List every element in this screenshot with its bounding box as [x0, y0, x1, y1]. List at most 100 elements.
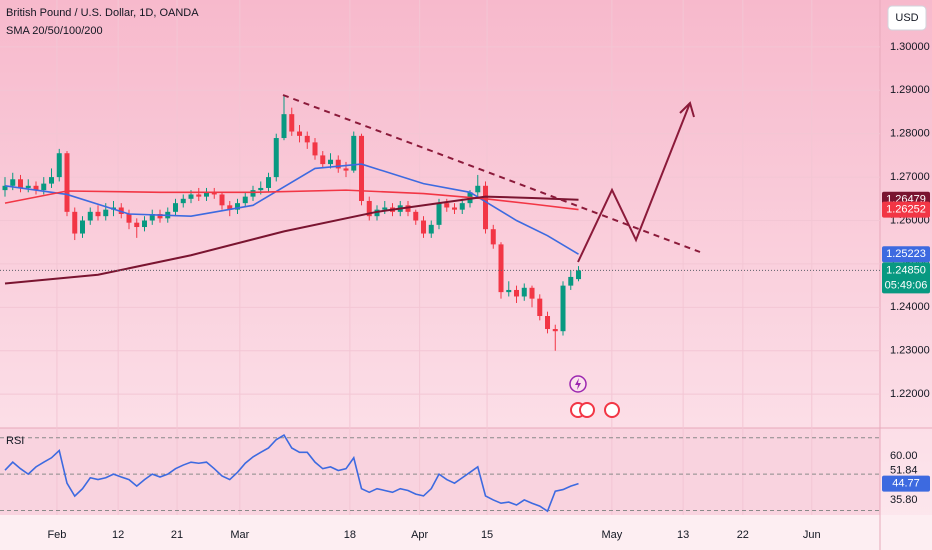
trend-line — [282, 94, 701, 253]
time-axis — [0, 515, 932, 550]
candle-body — [188, 194, 194, 199]
x-tick-label: Jun — [803, 529, 821, 541]
candle-body — [281, 114, 287, 139]
rsi-panel — [0, 428, 880, 515]
y-tick-label: 1.24000 — [890, 301, 930, 313]
price-badge — [882, 246, 930, 263]
candle-body — [490, 229, 496, 245]
candle-body — [320, 155, 326, 165]
y-tick-label: 1.28000 — [890, 128, 930, 140]
candle-body — [459, 203, 465, 210]
candle-body — [25, 185, 31, 188]
y-tick-label: 1.23000 — [890, 345, 930, 357]
candle-body — [436, 203, 442, 225]
candle-body — [335, 159, 341, 169]
last-price-label: 1.24850 — [886, 264, 926, 276]
candle-body — [64, 153, 70, 212]
candle-body — [72, 211, 78, 234]
labels: Feb 12 21 Mar 18 Apr 15 May 13 22 Jun 1.30000 1.2900… — [47, 41, 930, 541]
candle-body — [328, 159, 334, 165]
candle-body — [343, 168, 349, 171]
candle-body — [235, 203, 241, 210]
y-tick-label: 1.27000 — [890, 171, 930, 183]
indicator-legend: SMA 20/50/100/200 — [6, 25, 103, 37]
candle-body — [514, 289, 520, 297]
x-tick-label: 22 — [737, 529, 749, 541]
arrow-head — [679, 101, 695, 118]
projection-arrow — [577, 102, 691, 263]
candle-body — [498, 244, 504, 293]
candle-body — [103, 209, 109, 217]
candle-body — [413, 211, 419, 221]
currency-label[interactable]: USD — [895, 12, 918, 24]
candle-body — [297, 131, 303, 136]
price-badge — [882, 201, 930, 218]
rsi-tick-label: 35.80 — [890, 494, 918, 506]
candle-body — [273, 138, 279, 178]
rsi-badge — [882, 475, 930, 492]
candle-body — [149, 214, 155, 221]
y-tick-label: 1.22000 — [890, 388, 930, 400]
rsi-tick-label: 51.84 — [890, 465, 918, 477]
event-flag — [604, 402, 620, 418]
sma-line — [4, 195, 579, 285]
x-tick-label: Feb — [47, 529, 66, 541]
candle-body — [242, 196, 248, 204]
candle-body — [87, 211, 93, 221]
chart-title: British Pound / U.S. Dollar, 1D, OANDA — [6, 7, 199, 19]
candle-body — [312, 142, 318, 156]
candle-body — [33, 185, 39, 191]
event-bolt — [575, 378, 581, 390]
candle-body — [304, 135, 310, 143]
candle-body — [126, 214, 132, 223]
candle-body — [405, 205, 411, 212]
price-badge-label: 1.25223 — [886, 248, 926, 260]
candle-body — [266, 177, 272, 188]
candle-body — [157, 214, 163, 219]
candle-body — [10, 179, 16, 186]
candle-body — [196, 194, 202, 197]
x-tick-label: 18 — [344, 529, 356, 541]
candle-body — [227, 205, 233, 210]
candle-body — [142, 220, 148, 228]
events — [569, 375, 620, 418]
x-tick-label: 15 — [481, 529, 493, 541]
candle-body — [134, 222, 140, 228]
drawings — [282, 94, 701, 263]
price-badge-label: 1.26252 — [886, 203, 926, 215]
candle-body — [452, 207, 458, 210]
candle-body — [2, 185, 8, 191]
x-tick-label: 12 — [112, 529, 124, 541]
rsi-tick-label: 60.00 — [890, 450, 918, 462]
candle-body — [537, 298, 543, 317]
candle-body — [421, 220, 427, 234]
candle-body — [359, 135, 365, 201]
last-price-badge — [882, 262, 930, 294]
candle-body — [568, 276, 574, 286]
candle-body — [204, 192, 210, 197]
candle-body — [351, 135, 357, 171]
currency-button[interactable] — [887, 5, 927, 31]
x-tick-label: Mar — [230, 529, 249, 541]
grid — [0, 0, 880, 515]
candle-body — [545, 316, 551, 330]
sma-line — [4, 163, 579, 255]
candle-body — [258, 187, 264, 191]
candle-body — [529, 287, 535, 299]
sma-line — [4, 189, 579, 211]
candle-body — [475, 185, 481, 193]
candle-body — [483, 185, 489, 230]
marks — [0, 94, 880, 513]
candle-body — [374, 209, 380, 217]
countdown-label: 05:49:06 — [885, 279, 928, 291]
candle-body — [366, 200, 372, 217]
x-tick-label: 13 — [677, 529, 689, 541]
candle-body — [444, 203, 450, 208]
candle-body — [17, 179, 23, 188]
candle-body — [49, 177, 55, 184]
candle-body — [95, 211, 101, 217]
candle-body — [506, 289, 512, 293]
candle-body — [180, 198, 186, 204]
x-tick-label: 21 — [171, 529, 183, 541]
